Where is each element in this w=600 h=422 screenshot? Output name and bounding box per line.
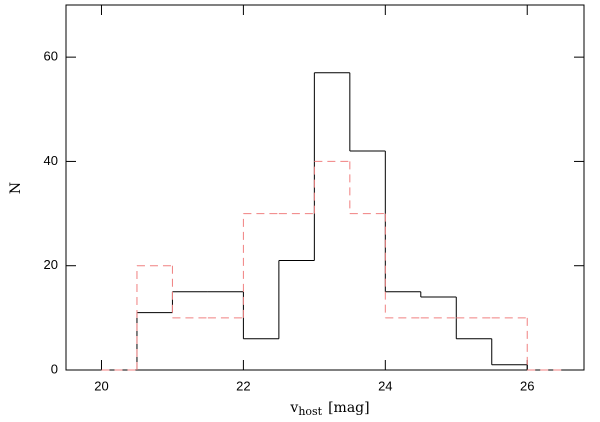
y-tick-label: 60 bbox=[44, 49, 58, 64]
y-tick-label: 40 bbox=[44, 153, 58, 168]
x-tick-label: 22 bbox=[236, 378, 250, 393]
x-label-sub: host bbox=[298, 405, 322, 418]
x-tick-label: 24 bbox=[378, 378, 392, 393]
y-tick-label: 0 bbox=[51, 361, 58, 376]
x-tick-label: 20 bbox=[94, 378, 108, 393]
x-axis-label: vhost [mag] bbox=[289, 400, 369, 418]
x-label-unit: [mag] bbox=[328, 400, 370, 416]
y-tick-label: 20 bbox=[44, 257, 58, 272]
y-axis-label: N bbox=[8, 182, 24, 194]
plot-frame bbox=[65, 4, 585, 371]
x-label-main: v bbox=[289, 400, 298, 416]
x-tick-label: 26 bbox=[520, 378, 534, 393]
